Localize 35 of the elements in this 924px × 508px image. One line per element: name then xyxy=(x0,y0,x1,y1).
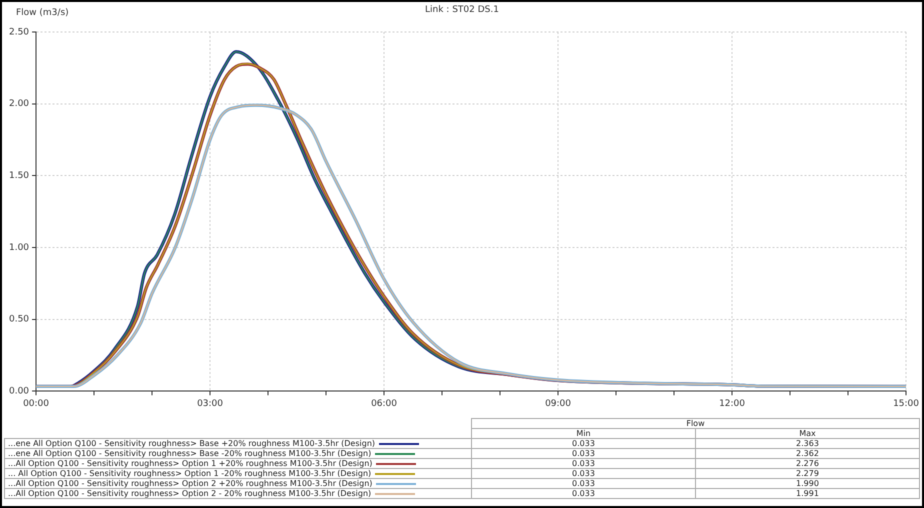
text: 1.990 xyxy=(696,478,920,488)
text: 1.991 xyxy=(696,488,920,498)
y-tick-label: 0.50 xyxy=(8,314,30,325)
legend-label: ...ene All Option Q100 - Sensitivity roughness> Base -20% roughness M100-3.5hr (Design) xyxy=(8,449,372,458)
x-tick-label: 15:00 xyxy=(893,398,920,409)
text: 2.276 xyxy=(696,458,920,468)
text: 0.033 xyxy=(472,468,696,478)
legend-label: ...All Option Q100 - Sensitivity roughness> Option 2 - 20% roughness M100-3.5hr (Design) xyxy=(8,489,372,498)
text: 2.362 xyxy=(696,448,920,458)
x-tick-label: 06:00 xyxy=(371,398,398,409)
y-axis-title: Flow (m3/s) xyxy=(16,8,69,18)
y-tick-label: 1.00 xyxy=(8,242,30,253)
text: Min xyxy=(472,428,696,438)
chart-title: Link : ST02 DS.1 xyxy=(425,5,499,15)
text: 0.033 xyxy=(472,448,696,458)
text: 2.363 xyxy=(696,438,920,448)
text: 2.279 xyxy=(696,468,920,478)
x-tick-label: 12:00 xyxy=(719,398,746,409)
legend-label: ...All Option Q100 - Sensitivity roughness> Option 2 +20% roughness M100-3.5hr (Design) xyxy=(8,479,372,488)
y-tick-label: 2.50 xyxy=(8,27,30,38)
text: 0.033 xyxy=(472,478,696,488)
y-tick-label: 2.00 xyxy=(8,99,30,110)
text: 0.033 xyxy=(472,488,696,498)
y-tick-label: 0.00 xyxy=(8,386,30,397)
y-tick-label: 1.50 xyxy=(8,171,30,182)
x-tick-label: 00:00 xyxy=(23,398,50,409)
x-tick-label: 03:00 xyxy=(197,398,224,409)
legend-label: ...All Option Q100 - Sensitivity roughness> Option 1 +20% roughness M100-3.5hr (Design) xyxy=(8,459,372,468)
text: Max xyxy=(696,428,920,438)
text: Flow xyxy=(472,418,920,428)
legend-label: ...ene All Option Q100 - Sensitivity roughness> Base +20% roughness M100-3.5hr (Design) xyxy=(8,439,376,448)
x-tick-label: 09:00 xyxy=(545,398,572,409)
text: 0.033 xyxy=(472,458,696,468)
text: 0.033 xyxy=(472,438,696,448)
legend-label: ... All Option Q100 - Sensitivity roughness> Option 1 -20% roughness M100-3.5hr (Design) xyxy=(8,469,372,478)
